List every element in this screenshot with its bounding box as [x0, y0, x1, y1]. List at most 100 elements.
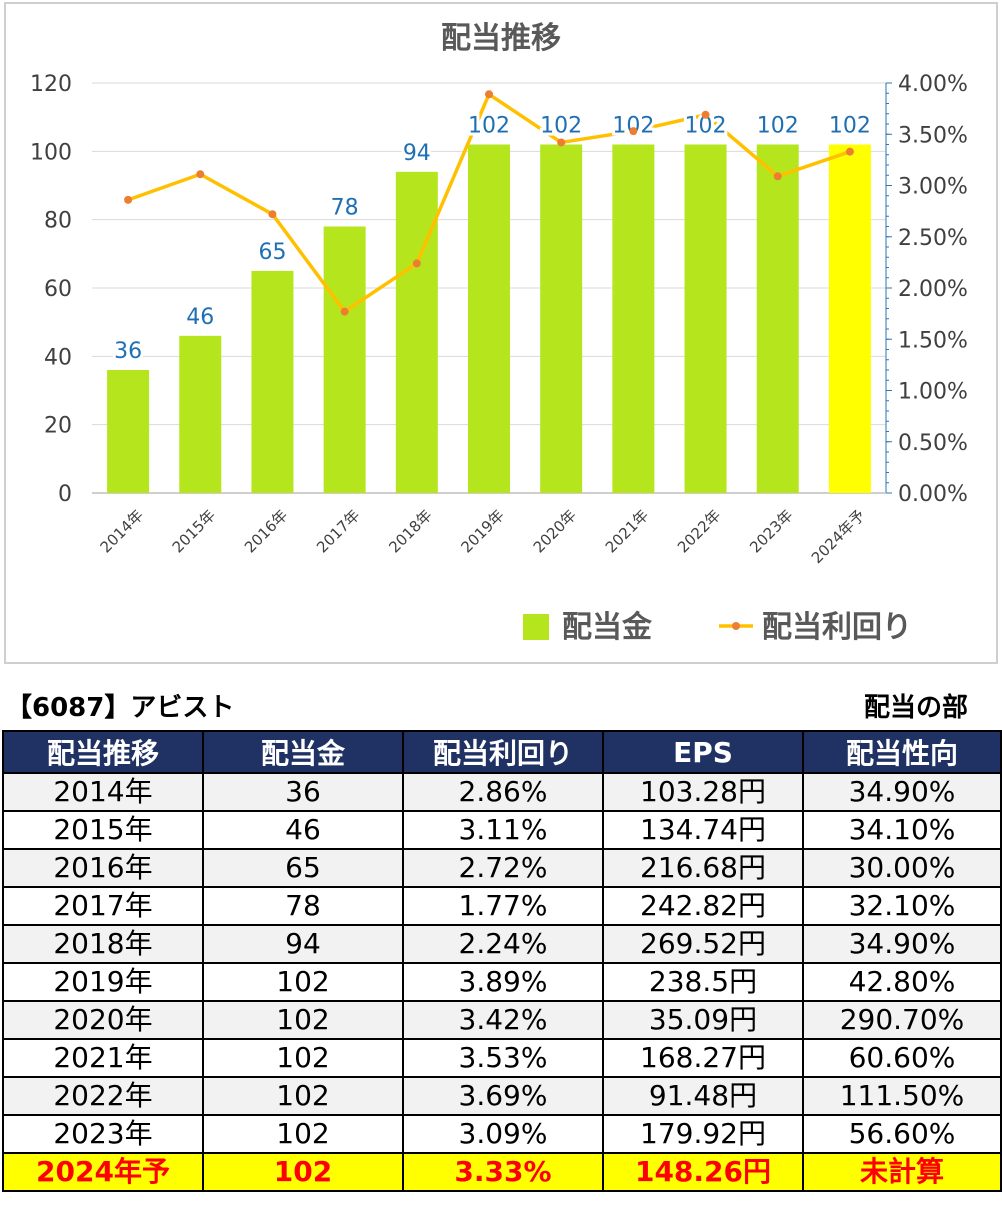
- right-axis-tick: 3.50%: [898, 123, 968, 148]
- dividend-table: 配当推移 配当金 配当利回り EPS 配当性向 2014年 36 2.86% 103.…: [2, 730, 1002, 1192]
- x-axis-tick: 2014年: [97, 506, 147, 556]
- cell-dividend: 102: [202, 1152, 404, 1192]
- x-axis-tick: 2016年: [241, 506, 291, 556]
- right-axis-tick: 2.50%: [898, 226, 968, 251]
- bar-data-label: 102: [540, 114, 582, 139]
- right-axis-tick: 3.00%: [898, 175, 968, 200]
- bar: [251, 270, 294, 493]
- cell-yield: 2.86%: [402, 772, 604, 812]
- header-payout: 配当性向: [802, 730, 1002, 774]
- table-row: 2016年 65 2.72% 216.68円 30.00%: [2, 848, 1002, 888]
- bar: [179, 335, 222, 493]
- cell-payout: 34.90%: [802, 772, 1002, 812]
- bar-data-label: 78: [331, 196, 359, 221]
- cell-eps: 168.27円: [602, 1038, 804, 1078]
- cell-dividend: 94: [202, 924, 404, 964]
- yield-marker: [773, 172, 782, 181]
- left-axis-tick: 120: [30, 72, 72, 97]
- section-caption: 配当の部: [863, 693, 968, 723]
- right-axis-tick: 0.00%: [898, 482, 968, 507]
- left-axis-tick: 80: [44, 209, 72, 234]
- bar: [468, 144, 510, 493]
- right-axis-tick: 1.50%: [898, 328, 968, 353]
- left-axis-tick: 40: [44, 345, 72, 370]
- dividend-chart-panel: 配当推移 0 20 40 60 80 100 120 0.00% 0.50% 1.00% 1.50% 2…: [4, 2, 998, 664]
- bar: [828, 144, 871, 493]
- yield-marker: [124, 195, 133, 204]
- right-axis-tick: 0.50%: [898, 431, 968, 456]
- cell-eps: 134.74円: [602, 810, 804, 850]
- cell-eps: 91.48円: [602, 1076, 804, 1116]
- cell-dividend: 102: [202, 962, 404, 1002]
- cell-payout: 60.60%: [802, 1038, 1002, 1078]
- cell-dividend: 78: [202, 886, 404, 926]
- cell-payout: 34.90%: [802, 924, 1002, 964]
- legend-bar-label: 配当金: [562, 610, 653, 645]
- x-axis-tick: 2020年: [530, 506, 580, 556]
- cell-payout: 32.10%: [802, 886, 1002, 926]
- table-row: 2020年 102 3.42% 35.09円 290.70%: [2, 1000, 1002, 1040]
- cell-year: 2021年: [2, 1038, 204, 1078]
- cell-payout: 290.70%: [802, 1000, 1002, 1040]
- cell-year: 2019年: [2, 962, 204, 1002]
- left-axis-tick: 0: [58, 482, 72, 507]
- cell-yield: 3.42%: [402, 1000, 604, 1040]
- cell-payout: 34.10%: [802, 810, 1002, 850]
- cell-eps: 103.28円: [602, 772, 804, 812]
- cell-dividend: 102: [202, 1038, 404, 1078]
- table-row: 2022年 102 3.69% 91.48円 111.50%: [2, 1076, 1002, 1116]
- cell-dividend: 102: [202, 1000, 404, 1040]
- cell-yield: 3.11%: [402, 810, 604, 850]
- cell-year: 2020年: [2, 1000, 204, 1040]
- cell-eps: 269.52円: [602, 924, 804, 964]
- cell-year: 2015年: [2, 810, 204, 850]
- yield-marker: [557, 138, 566, 147]
- bar-data-label: 65: [258, 240, 286, 265]
- x-axis-tick: 2024年予: [808, 506, 869, 567]
- cell-year: 2016年: [2, 848, 204, 888]
- yield-marker: [701, 110, 710, 119]
- cell-year: 2014年: [2, 772, 204, 812]
- bar-data-label: 46: [186, 305, 214, 330]
- cell-year: 2024年予: [2, 1152, 204, 1192]
- bar: [684, 144, 727, 493]
- cell-dividend: 65: [202, 848, 404, 888]
- bar-data-label: 102: [757, 114, 799, 139]
- cell-eps: 242.82円: [602, 886, 804, 926]
- bar-data-label: 94: [403, 141, 431, 166]
- stock-caption: 【6087】アビスト: [6, 693, 235, 723]
- header-yield: 配当利回り: [402, 730, 604, 774]
- bar: [323, 226, 366, 493]
- x-axis-tick: 2023年: [746, 506, 796, 556]
- cell-eps: 238.5円: [602, 962, 804, 1002]
- right-axis-tick: 1.00%: [898, 380, 968, 405]
- cell-yield: 3.89%: [402, 962, 604, 1002]
- left-axis-tick: 20: [44, 414, 72, 439]
- bar: [395, 171, 438, 494]
- table-row: 2018年 94 2.24% 269.52円 34.90%: [2, 924, 1002, 964]
- header-eps: EPS: [602, 730, 804, 774]
- right-axis-tick: 2.00%: [898, 277, 968, 302]
- bar-data-label: 102: [468, 114, 510, 139]
- x-axis-tick: 2017年: [313, 506, 363, 556]
- table-row: 2014年 36 2.86% 103.28円 34.90%: [2, 772, 1002, 812]
- cell-year: 2017年: [2, 886, 204, 926]
- bar: [540, 144, 583, 493]
- x-axis-tick: 2015年: [169, 506, 219, 556]
- legend-bar-swatch: [523, 614, 549, 640]
- chart-title: 配当推移: [441, 21, 561, 56]
- yield-marker: [196, 170, 205, 179]
- table-row: 2015年 46 3.11% 134.74円 34.10%: [2, 810, 1002, 850]
- left-axis-tick: 100: [30, 140, 72, 165]
- cell-payout: 42.80%: [802, 962, 1002, 1002]
- table-header-row: 配当推移 配当金 配当利回り EPS 配当性向: [2, 730, 1002, 774]
- cell-payout: 30.00%: [802, 848, 1002, 888]
- cell-dividend: 102: [202, 1076, 404, 1116]
- table-row: 2023年 102 3.09% 179.92円 56.60%: [2, 1114, 1002, 1154]
- cell-eps: 148.26円: [602, 1152, 804, 1192]
- dividend-chart: 配当推移 0 20 40 60 80 100 120 0.00% 0.50% 1.00% 1.50% 2…: [30, 21, 968, 645]
- cell-yield: 1.77%: [402, 886, 604, 926]
- yield-marker: [412, 259, 421, 268]
- cell-yield: 3.53%: [402, 1038, 604, 1078]
- bar-data-label: 36: [114, 339, 142, 364]
